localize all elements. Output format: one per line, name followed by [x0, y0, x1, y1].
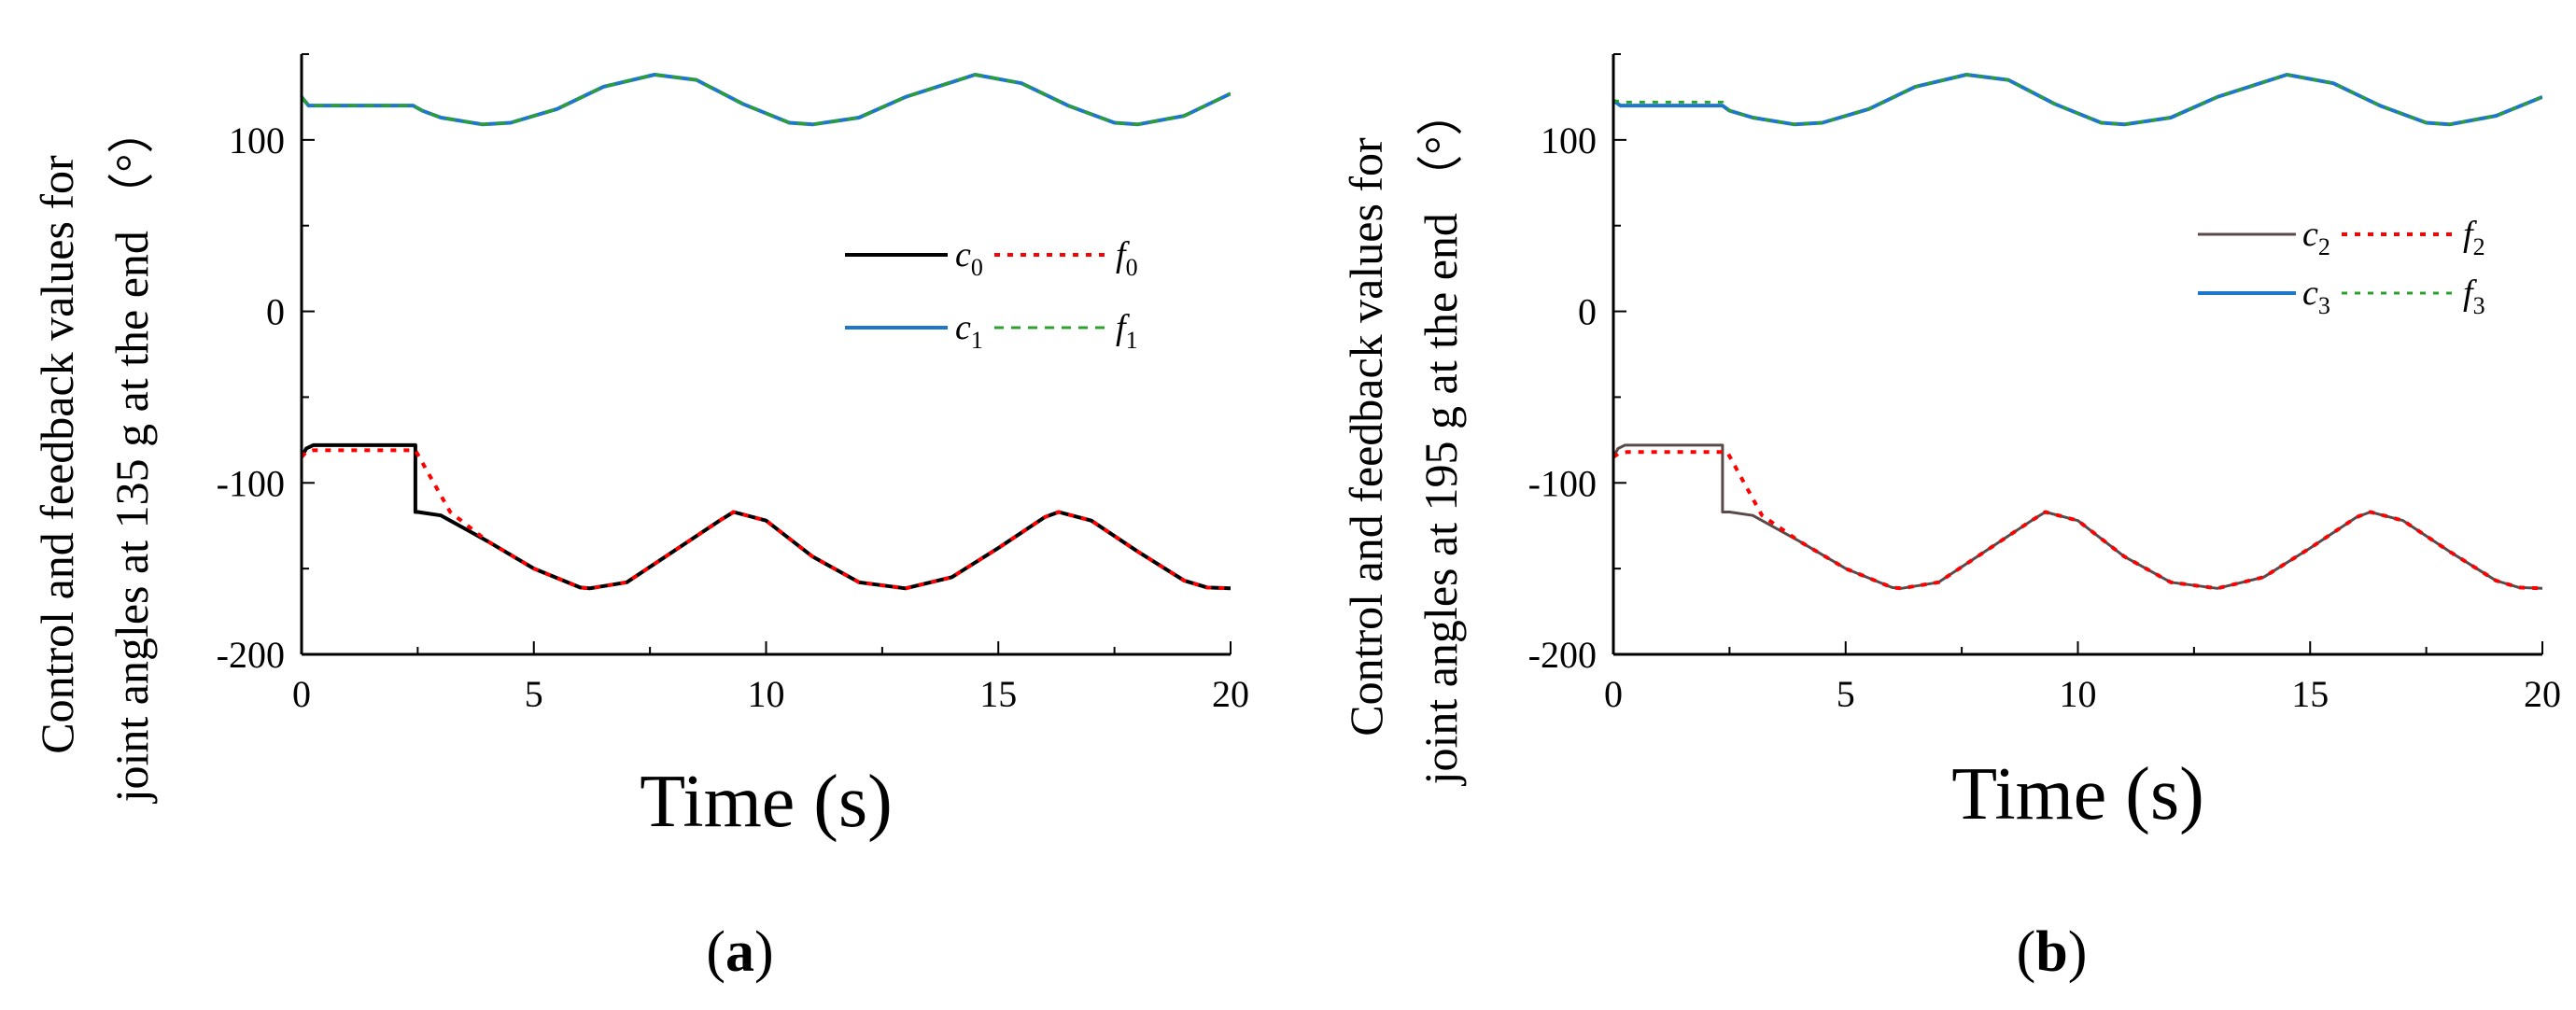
- x-tick-label: 20: [1212, 673, 1249, 715]
- y-tick-label: -100: [217, 462, 285, 504]
- y-tick-label: 100: [229, 119, 285, 161]
- x-tick-label: 0: [1604, 673, 1623, 715]
- panel-label: (b): [2017, 920, 2088, 984]
- y-tick-label: -200: [1528, 634, 1597, 676]
- legend-label-c1: c1: [955, 308, 983, 354]
- series-line-c2: [1613, 443, 2542, 590]
- x-tick-label: 5: [1837, 673, 1855, 715]
- y-axis-label-line-1: Control and feedback values for: [1340, 137, 1392, 736]
- y-tick-label: -200: [217, 634, 285, 676]
- y-tick-label: -100: [1528, 462, 1597, 504]
- series-line-f1: [302, 73, 1231, 126]
- y-tick-label: 100: [1541, 119, 1597, 161]
- series-line-f3: [1613, 73, 2542, 126]
- series-line-c1: [302, 73, 1231, 127]
- legend-label-c2: c2: [2302, 215, 2330, 260]
- panel-label: (a): [706, 920, 773, 984]
- series-line-f0: [302, 448, 1231, 591]
- legend-label-c3: c3: [2302, 274, 2330, 319]
- legend-label-f2: f2: [2463, 215, 2485, 260]
- legend: c0 f0 c1 f1: [845, 235, 1138, 354]
- series-line-f2: [1613, 450, 2542, 591]
- legend-label-f3: f3: [2463, 274, 2485, 319]
- x-tick-label: 20: [2524, 673, 2561, 715]
- x-tick-label: 0: [292, 673, 311, 715]
- x-tick-label: 10: [748, 673, 785, 715]
- x-axis-label: Time (s): [1951, 753, 2203, 835]
- data-lines: [1613, 73, 2542, 591]
- chart-panel-a: 0 5 10 15 20 -200 -100 0 100 Control and feedback…: [31, 53, 1249, 984]
- y-axis-label-line-2: joint angles at 135 g at the end （°）: [106, 107, 158, 805]
- x-tick-label: 5: [525, 673, 543, 715]
- x-tick-label: 15: [979, 673, 1017, 715]
- y-axis-label-line-2: joint angles at 195 g at the end （°）: [1415, 90, 1467, 787]
- legend-label-f0: f0: [1116, 235, 1138, 281]
- x-axis-label: Time (s): [640, 761, 892, 843]
- y-axis-label-line-1: Control and feedback values for: [31, 155, 83, 754]
- x-tick-label: 10: [2060, 673, 2097, 715]
- legend: c2 f2 c3 f3: [2198, 215, 2485, 319]
- data-lines: [302, 73, 1231, 591]
- legend-label-c0: c0: [955, 235, 983, 281]
- x-tick-label: 15: [2291, 673, 2329, 715]
- y-tick-label: 0: [1578, 291, 1597, 333]
- chart-panel-b: 0 5 10 15 20 -200 -100 0 100 Control and feedback…: [1340, 53, 2561, 984]
- y-tick-label: 0: [266, 291, 285, 333]
- series-line-c0: [302, 442, 1231, 591]
- legend-label-f1: f1: [1116, 308, 1138, 354]
